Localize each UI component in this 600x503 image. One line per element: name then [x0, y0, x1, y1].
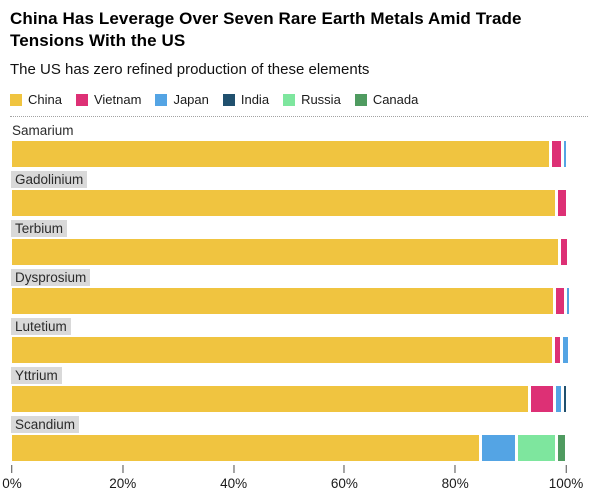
bar-segment-vietnam	[555, 337, 560, 364]
stacked-bar	[12, 288, 569, 315]
bar-row-terbium: Terbium	[11, 220, 590, 266]
legend-item-india: India	[222, 92, 270, 108]
legend-item-china: China	[10, 92, 62, 107]
bar-segment-vietnam	[560, 239, 567, 266]
stacked-bar	[12, 141, 567, 168]
bar-segment-japan	[564, 141, 567, 168]
legend-item-russia: Russia	[283, 92, 341, 107]
axis-tick-mark	[454, 465, 456, 474]
bar-chart: Samarium Gadolinium Terbium Dysprosium Lutet…	[11, 122, 590, 462]
stacked-bar	[12, 435, 566, 462]
axis-tick-0: 0%	[2, 465, 22, 491]
axis-tick-label: 0%	[2, 476, 22, 492]
legend-item-canada: Canada	[354, 92, 419, 108]
axis-tick-label: 40%	[220, 476, 248, 492]
bar-segment-vietnam	[551, 141, 562, 168]
bar-segment-india	[563, 386, 567, 413]
axis-tick-label: 100%	[548, 476, 584, 492]
stacked-bar	[12, 239, 567, 266]
axis-tick-mark	[122, 465, 124, 474]
legend-swatch-japan	[155, 93, 168, 106]
legend-item-japan: Japan	[155, 92, 209, 108]
bar-label: Scandium	[11, 416, 80, 434]
bar-segment-russia	[517, 435, 556, 462]
legend-label: Vietnam	[93, 92, 142, 108]
legend-label: Canada	[372, 92, 419, 108]
bar-label: Terbium	[11, 220, 68, 238]
stacked-bar	[12, 337, 569, 364]
axis-tick-80: 80%	[442, 465, 469, 491]
axis-tick-20: 20%	[109, 465, 136, 491]
bar-label: Lutetium	[11, 318, 71, 336]
legend-swatch-china	[10, 93, 22, 106]
legend-swatch-india	[222, 93, 235, 106]
bar-label: Yttrium	[11, 367, 62, 385]
bar-segment-china	[12, 190, 556, 217]
axis-tick-mark	[565, 465, 567, 474]
axis-tick-100: 100%	[548, 465, 584, 492]
bar-segment-china	[12, 386, 529, 413]
axis-tick-label: 80%	[441, 476, 469, 492]
axis-tick-60: 60%	[331, 465, 358, 491]
legend: China Vietnam Japan India Russia Canada	[10, 92, 590, 107]
bar-label: Dysprosium	[11, 269, 91, 287]
chart-title: China Has Leverage Over Seven Rare Earth…	[10, 9, 522, 51]
bar-label: Samarium	[12, 123, 74, 139]
axis-tick-40: 40%	[220, 465, 247, 491]
plot-top-dotted-rule	[10, 116, 588, 118]
axis-tick-label: 60%	[330, 476, 358, 492]
bar-row-yttrium: Yttrium	[11, 367, 590, 413]
bar-segment-vietnam	[531, 386, 553, 413]
bar-row-scandium: Scandium	[11, 416, 590, 462]
legend-swatch-russia	[283, 93, 296, 106]
axis-tick-mark	[11, 465, 13, 474]
bar-segment-japan	[482, 435, 515, 462]
legend-swatch-vietnam	[75, 93, 88, 106]
legend-item-vietnam: Vietnam	[75, 92, 142, 108]
bar-segment-china	[12, 239, 558, 266]
axis-tick-mark	[233, 465, 235, 474]
bar-segment-china	[12, 141, 549, 168]
bar-segment-china	[12, 435, 480, 462]
bar-row-samarium: Samarium	[12, 122, 590, 168]
bar-label: Gadolinium	[11, 171, 88, 189]
bar-segment-china	[12, 288, 553, 315]
bar-row-lutetium: Lutetium	[11, 318, 590, 364]
chart-subtitle: The US has zero refined production of th…	[10, 61, 370, 79]
bar-segment-vietnam	[555, 288, 564, 315]
bar-segment-vietnam	[558, 190, 566, 217]
bar-row-dysprosium: Dysprosium	[11, 269, 590, 315]
legend-label: India	[240, 92, 270, 108]
bar-segment-japan	[567, 288, 569, 315]
bar-row-gadolinium: Gadolinium	[11, 171, 590, 217]
legend-swatch-canada	[354, 93, 367, 106]
stacked-bar	[12, 386, 567, 413]
bar-segment-china	[12, 337, 553, 364]
stacked-bar	[12, 190, 566, 217]
bar-segment-canada	[558, 435, 565, 462]
legend-label: Russia	[301, 92, 341, 108]
bar-segment-japan	[562, 337, 569, 364]
legend-label: China	[28, 92, 62, 108]
x-axis: 0% 20% 40% 60% 80% 100%	[2, 465, 583, 497]
bar-segment-japan	[555, 386, 561, 413]
axis-tick-mark	[343, 465, 345, 474]
axis-tick-label: 20%	[109, 476, 137, 492]
legend-label: Japan	[173, 92, 209, 108]
